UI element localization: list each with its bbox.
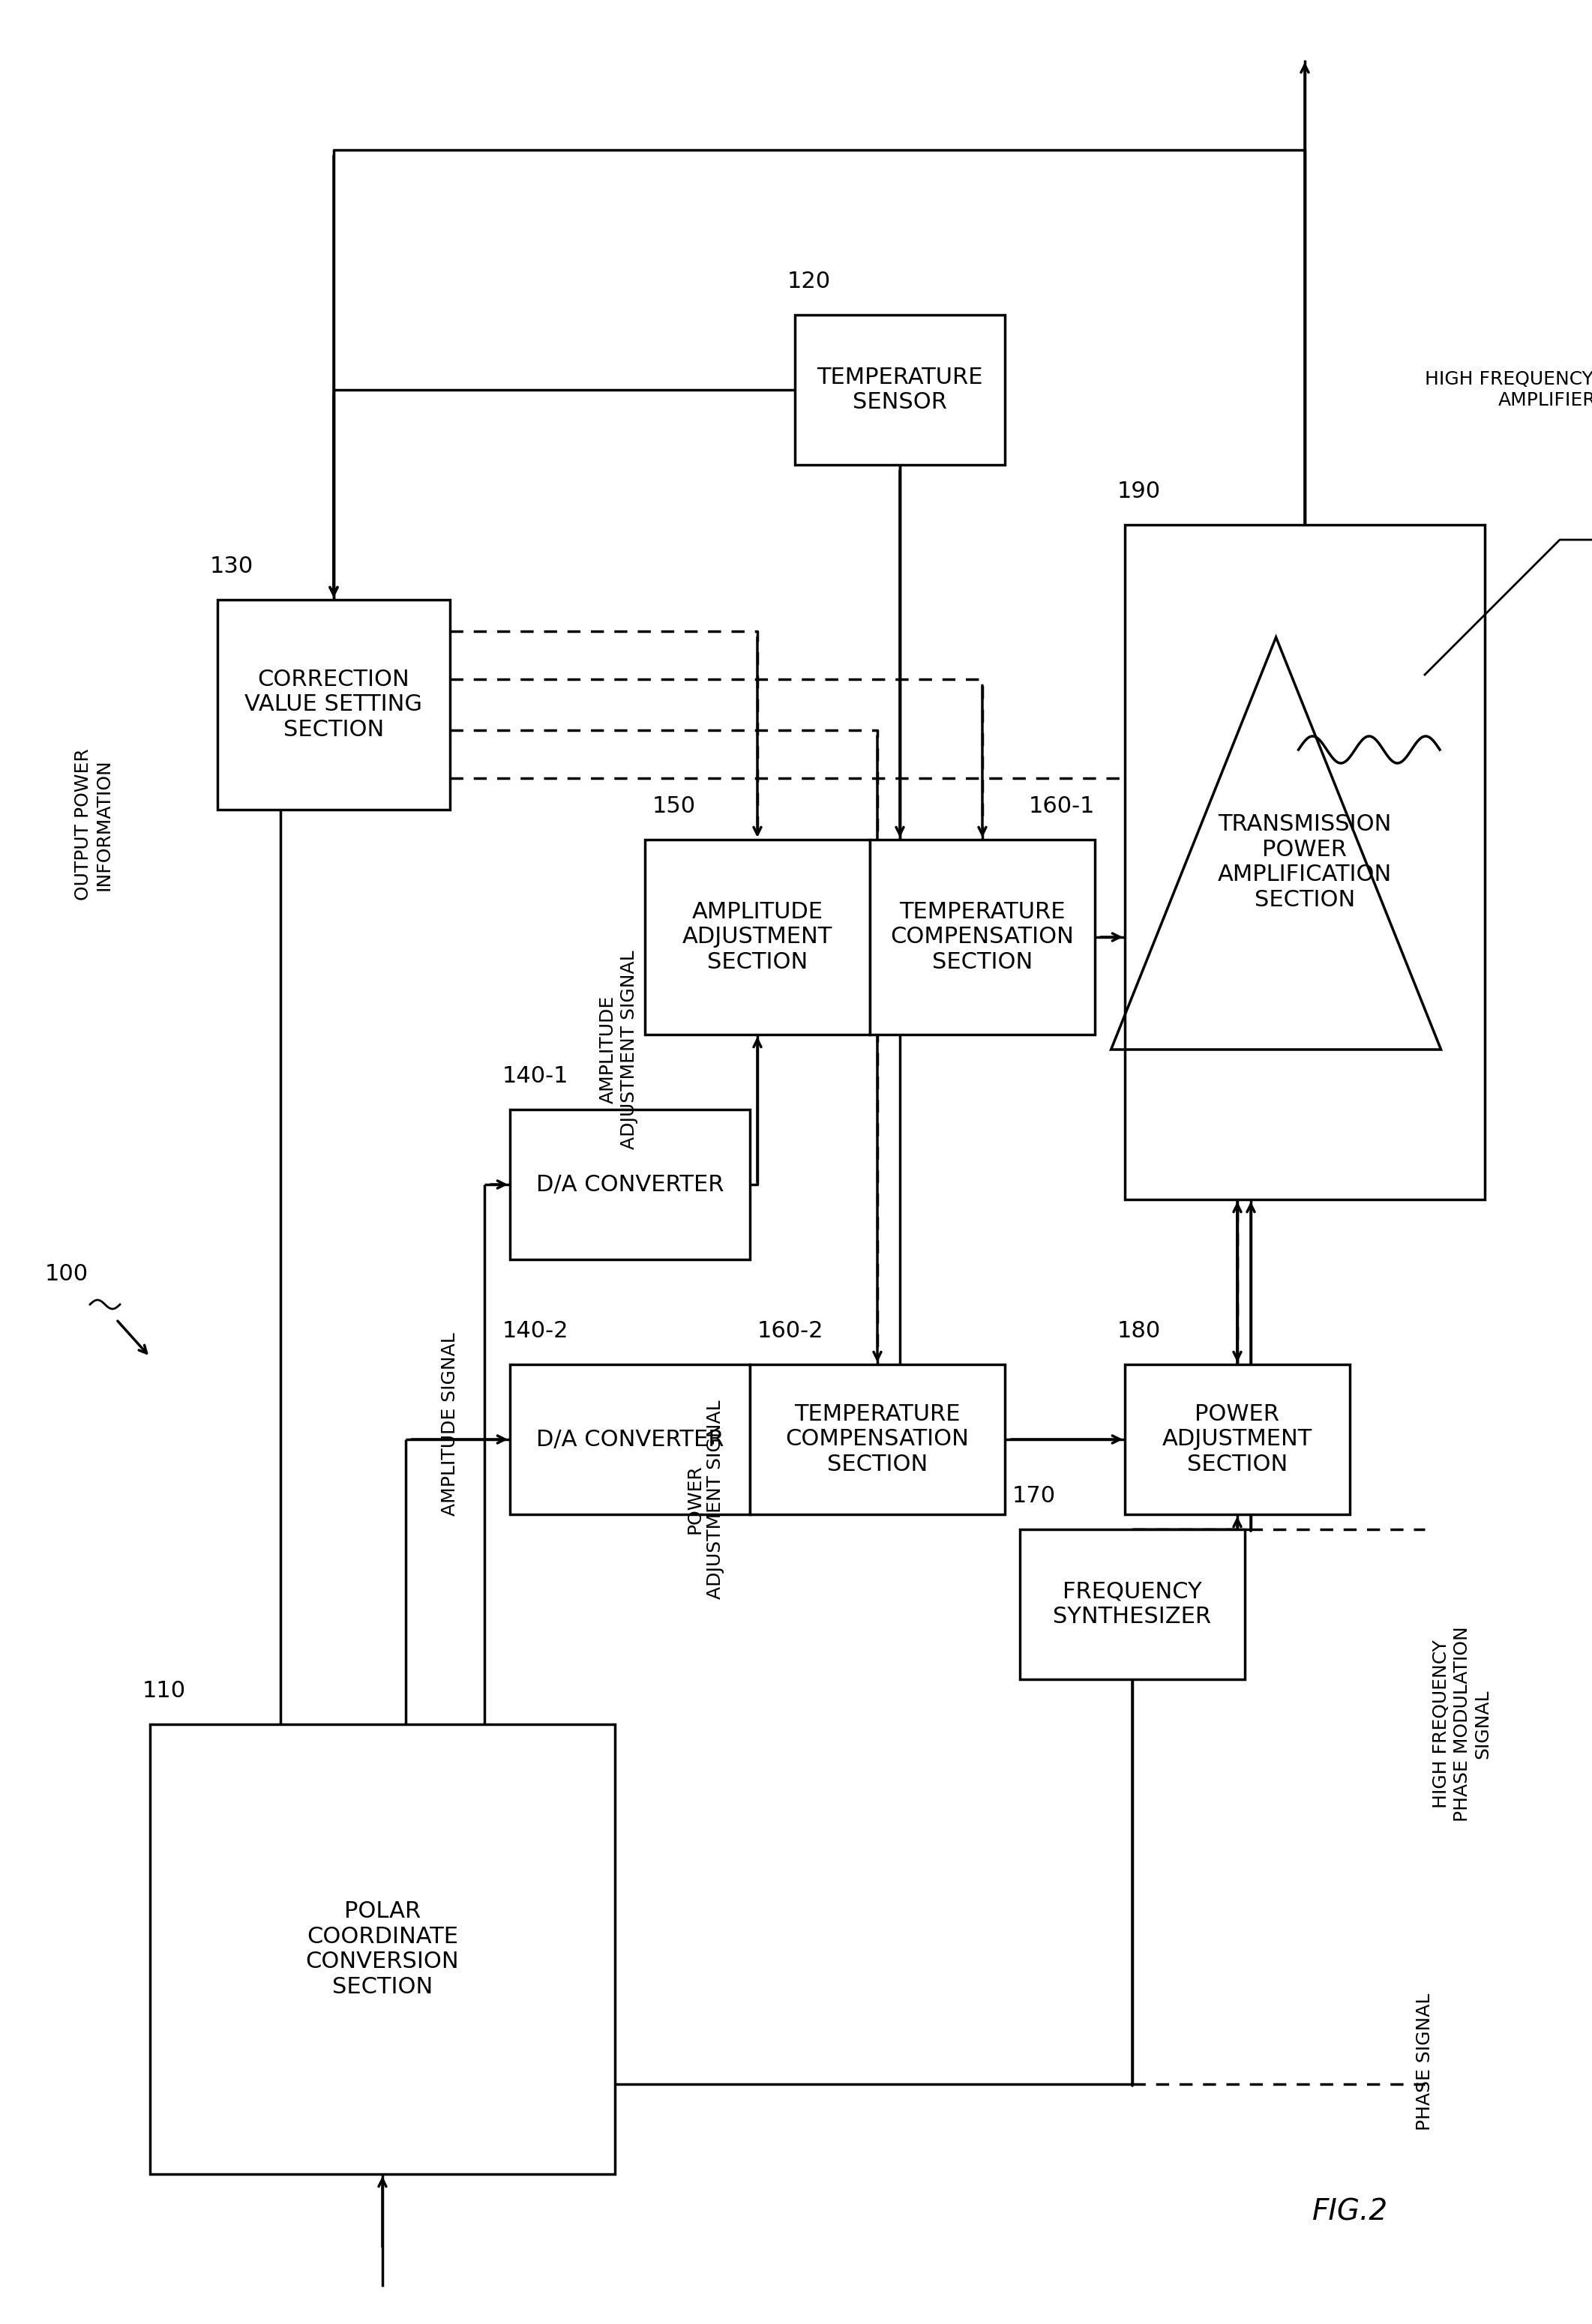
Text: OUTPUT POWER
INFORMATION: OUTPUT POWER INFORMATION [75, 748, 113, 902]
Text: HIGH FREQUENCY POWER
AMPLIFIER: HIGH FREQUENCY POWER AMPLIFIER [1425, 370, 1592, 409]
Text: 180: 180 [1118, 1320, 1161, 1341]
Text: FIG.2: FIG.2 [1312, 2196, 1388, 2226]
Text: TEMPERATURE
SENSOR: TEMPERATURE SENSOR [817, 367, 982, 414]
Text: PHASE SIGNAL: PHASE SIGNAL [1415, 1994, 1434, 2131]
FancyBboxPatch shape [645, 839, 869, 1034]
Text: TEMPERATURE
COMPENSATION
SECTION: TEMPERATURE COMPENSATION SECTION [890, 902, 1075, 974]
Text: D/A CONVERTER: D/A CONVERTER [537, 1174, 724, 1195]
Text: TRANSMISSION
POWER
AMPLIFICATION
SECTION: TRANSMISSION POWER AMPLIFICATION SECTION [1218, 813, 1391, 911]
Text: 100: 100 [45, 1264, 89, 1285]
Text: POLAR
COORDINATE
CONVERSION
SECTION: POLAR COORDINATE CONVERSION SECTION [306, 1901, 458, 1999]
Text: 120: 120 [788, 270, 831, 293]
Text: AMPLITUDE SIGNAL: AMPLITUDE SIGNAL [441, 1332, 458, 1515]
Text: POWER
ADJUSTMENT SIGNAL: POWER ADJUSTMENT SIGNAL [686, 1399, 724, 1599]
Text: 190: 190 [1118, 481, 1161, 502]
Text: 160-2: 160-2 [758, 1320, 823, 1341]
FancyBboxPatch shape [509, 1109, 750, 1260]
Text: HIGH FREQUENCY
PHASE MODULATION
SIGNAL: HIGH FREQUENCY PHASE MODULATION SIGNAL [1433, 1627, 1492, 1822]
FancyBboxPatch shape [869, 839, 1095, 1034]
Text: 150: 150 [653, 795, 696, 818]
FancyBboxPatch shape [750, 1364, 1005, 1515]
FancyBboxPatch shape [1020, 1529, 1245, 1680]
FancyBboxPatch shape [218, 600, 451, 809]
Text: CORRECTION
VALUE SETTING
SECTION: CORRECTION VALUE SETTING SECTION [245, 669, 422, 741]
Text: 130: 130 [210, 555, 253, 576]
FancyBboxPatch shape [1126, 1364, 1350, 1515]
Text: AMPLITUDE
ADJUSTMENT
SECTION: AMPLITUDE ADJUSTMENT SECTION [683, 902, 833, 974]
FancyBboxPatch shape [509, 1364, 750, 1515]
Text: 140-2: 140-2 [503, 1320, 568, 1341]
Text: D/A CONVERTER: D/A CONVERTER [537, 1429, 724, 1450]
Text: 170: 170 [1013, 1485, 1055, 1506]
FancyBboxPatch shape [150, 1724, 615, 2173]
FancyBboxPatch shape [1126, 525, 1485, 1199]
Text: 110: 110 [142, 1680, 186, 1701]
Text: 140-1: 140-1 [503, 1064, 568, 1088]
Text: TEMPERATURE
COMPENSATION
SECTION: TEMPERATURE COMPENSATION SECTION [785, 1404, 970, 1476]
Text: POWER
ADJUSTMENT
SECTION: POWER ADJUSTMENT SECTION [1162, 1404, 1312, 1476]
Text: FREQUENCY
SYNTHESIZER: FREQUENCY SYNTHESIZER [1054, 1580, 1212, 1627]
Text: AMPLITUDE
ADJUSTMENT SIGNAL: AMPLITUDE ADJUSTMENT SIGNAL [599, 951, 638, 1148]
FancyBboxPatch shape [794, 314, 1005, 465]
Text: 160-1: 160-1 [1028, 795, 1095, 818]
